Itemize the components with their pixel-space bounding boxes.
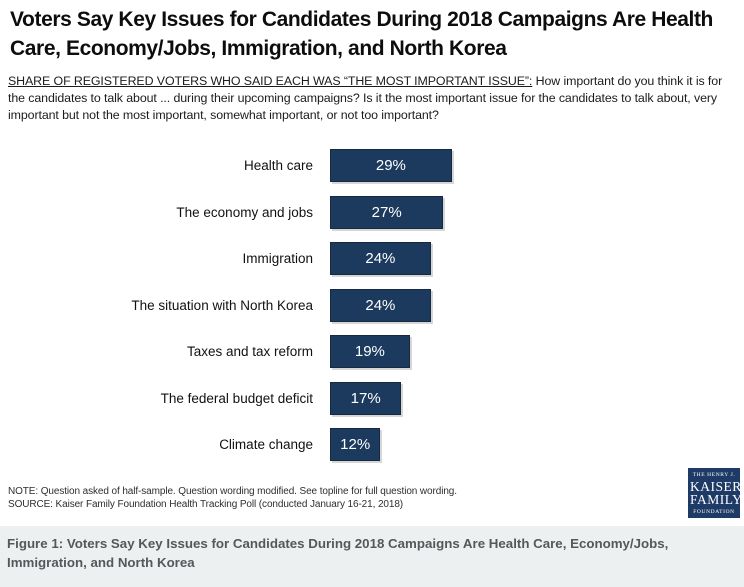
- kff-logo: THE HENRY J. KAISER FAMILY FOUNDATION: [688, 468, 743, 518]
- chart-row: Climate change 12%: [0, 428, 744, 461]
- chart-row: Immigration 24%: [0, 242, 744, 275]
- value-label: 12%: [340, 436, 371, 453]
- note-line: NOTE: Question asked of half-sample. Que…: [8, 486, 457, 497]
- category-label: Taxes and tax reform: [186, 344, 313, 359]
- bar: 17%: [330, 381, 402, 415]
- category-label: The economy and jobs: [176, 204, 313, 220]
- category-label: The situation with North Korea: [131, 297, 313, 313]
- chart-row: The federal budget deficit 17%: [0, 381, 744, 415]
- chart-row: The economy and jobs 27%: [0, 195, 744, 229]
- chart-row: Health care 29%: [0, 149, 744, 182]
- source-line: SOURCE: Kaiser Family Foundation Health …: [8, 499, 404, 511]
- category-label: Immigration: [242, 251, 313, 266]
- bar: 24%: [330, 288, 431, 322]
- bar: 19%: [330, 335, 410, 368]
- chart-title: Voters Say Key Issues for Candidates Dur…: [10, 8, 713, 60]
- category-label: The federal budget deficit: [160, 390, 313, 406]
- chart-subtitle: SHARE OF REGISTERED VOTERS WHO SAID EACH…: [8, 73, 738, 124]
- logo-line-foundation: FOUNDATION: [693, 508, 735, 515]
- value-label: 27%: [371, 203, 402, 221]
- bar: 12%: [330, 428, 381, 461]
- bar: 29%: [330, 149, 452, 182]
- chart-row: Taxes and tax reform 19%: [0, 335, 744, 368]
- value-label: 24%: [365, 250, 396, 267]
- bar-chart: Health care 29% The economy and jobs 27% Imm…: [0, 149, 744, 475]
- figure-caption: Figure 1: Voters Say Key Issues for Cand…: [7, 536, 669, 570]
- logo-line-kaiser: KAISER: [690, 478, 742, 494]
- value-label: 29%: [375, 157, 406, 174]
- bar: 27%: [330, 195, 444, 229]
- category-label: Climate change: [219, 437, 313, 452]
- figure-caption-band: Figure 1: Voters Say Key Issues for Cand…: [0, 526, 744, 587]
- value-label: 17%: [350, 389, 381, 407]
- subtitle-lead: SHARE OF REGISTERED VOTERS WHO SAID EACH…: [8, 74, 533, 88]
- value-label: 19%: [354, 343, 385, 360]
- bar: 24%: [330, 242, 431, 275]
- logo-line-henry: THE HENRY J.: [692, 472, 736, 479]
- notes-block: NOTE: Question asked of half-sample. Que…: [8, 485, 608, 511]
- category-label: Health care: [243, 158, 313, 173]
- chart-row: The situation with North Korea 24%: [0, 288, 744, 322]
- value-label: 24%: [365, 296, 396, 314]
- logo-line-family: FAMILY: [690, 492, 743, 507]
- subtitle-question: How important do you think it is for the…: [8, 74, 723, 123]
